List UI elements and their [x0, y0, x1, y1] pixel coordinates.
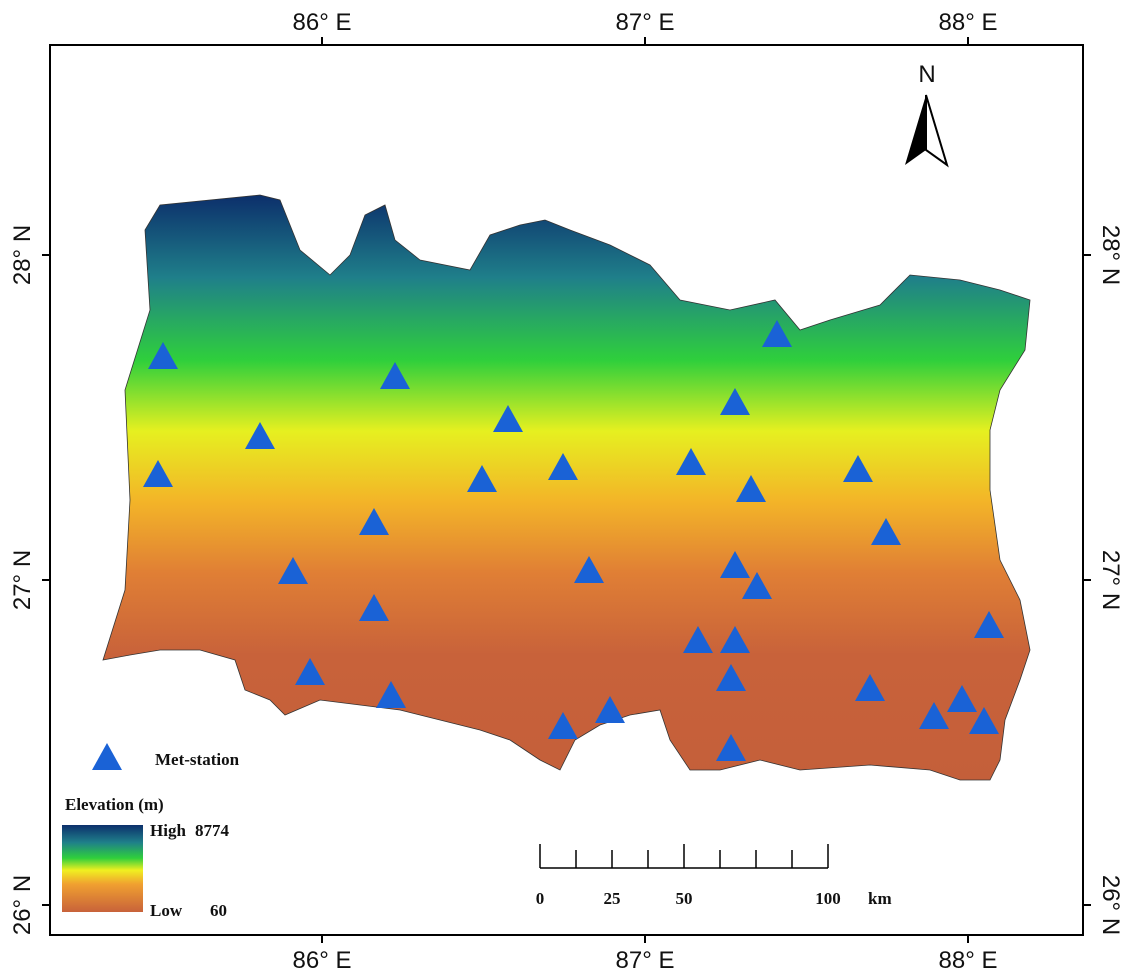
lon-label: 87° E	[616, 947, 675, 974]
north-label: N	[918, 61, 935, 88]
lon-label: 88° E	[939, 947, 998, 974]
lon-label: 86° E	[293, 9, 352, 36]
lon-label: 88° E	[939, 9, 998, 36]
lat-label: 26° N	[9, 875, 36, 935]
lat-label: 26° N	[1097, 875, 1124, 935]
lon-label: 87° E	[616, 9, 675, 36]
scale-label: 100	[815, 889, 841, 908]
lat-label: 28° N	[9, 225, 36, 285]
legend-high-value: 8774	[195, 821, 230, 840]
map: N Met-station Elevation (m) High 8774 Lo…	[0, 0, 1133, 978]
lat-label: 27° N	[9, 550, 36, 610]
scale-label: 25	[604, 889, 621, 908]
scale-label: 50	[676, 889, 693, 908]
legend-low-label: Low	[150, 901, 183, 920]
legend-elevation-title: Elevation (m)	[65, 795, 164, 814]
legend-gradient	[62, 825, 143, 912]
lat-label: 28° N	[1097, 225, 1124, 285]
lat-label: 27° N	[1097, 550, 1124, 610]
legend-station-label: Met-station	[155, 750, 240, 769]
scale-label: 0	[536, 889, 545, 908]
legend-high-label: High	[150, 821, 186, 840]
legend-low-value: 60	[210, 901, 227, 920]
lon-label: 86° E	[293, 947, 352, 974]
scale-unit: km	[868, 889, 892, 908]
